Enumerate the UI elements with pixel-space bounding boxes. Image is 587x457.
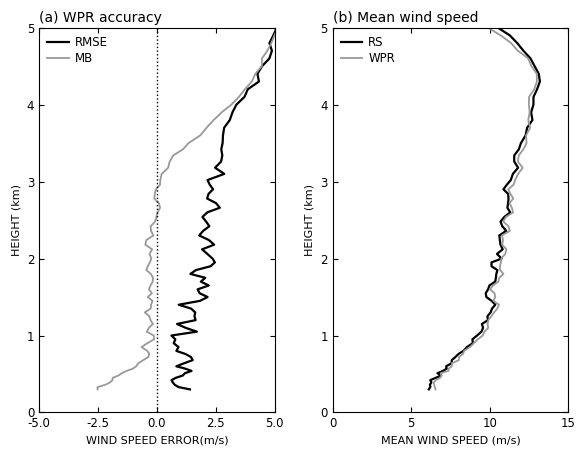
WPR <box>495 279 502 284</box>
RMSE <box>187 387 194 392</box>
RMSE <box>192 310 199 315</box>
Line: WPR: WPR <box>434 28 537 389</box>
RMSE <box>209 256 216 261</box>
MB <box>141 310 149 315</box>
RS <box>426 387 433 392</box>
RMSE <box>274 25 281 31</box>
MB <box>109 375 116 381</box>
RS <box>494 25 501 31</box>
RMSE <box>197 279 204 284</box>
X-axis label: MEAN WIND SPEED (m/s): MEAN WIND SPEED (m/s) <box>381 436 521 446</box>
RMSE <box>187 354 194 360</box>
Text: (b) Mean wind speed: (b) Mean wind speed <box>333 11 478 25</box>
RS <box>432 375 439 381</box>
Line: RS: RS <box>429 28 540 389</box>
WPR <box>456 354 463 360</box>
MB <box>145 354 152 360</box>
WPR <box>437 375 444 381</box>
Line: MB: MB <box>97 28 278 389</box>
RS <box>504 182 511 187</box>
MB <box>157 182 164 187</box>
X-axis label: WIND SPEED ERROR(m/s): WIND SPEED ERROR(m/s) <box>86 436 228 446</box>
Y-axis label: HEIGHT (km): HEIGHT (km) <box>305 184 315 256</box>
WPR <box>491 310 498 315</box>
MB <box>94 387 101 392</box>
WPR <box>498 256 505 261</box>
RS <box>452 354 459 360</box>
Line: RMSE: RMSE <box>171 28 277 389</box>
RS <box>492 279 499 284</box>
Text: (a) WPR accuracy: (a) WPR accuracy <box>39 11 162 25</box>
Legend: RMSE, MB: RMSE, MB <box>45 33 110 68</box>
RMSE <box>172 375 179 381</box>
RS <box>498 256 505 261</box>
Legend: RS, WPR: RS, WPR <box>339 33 397 68</box>
WPR <box>432 387 439 392</box>
WPR <box>510 182 517 187</box>
WPR <box>484 25 491 31</box>
RMSE <box>206 182 213 187</box>
RS <box>487 310 494 315</box>
Y-axis label: HEIGHT (km): HEIGHT (km) <box>11 184 21 256</box>
MB <box>275 25 282 31</box>
MB <box>148 256 155 261</box>
MB <box>149 279 156 284</box>
